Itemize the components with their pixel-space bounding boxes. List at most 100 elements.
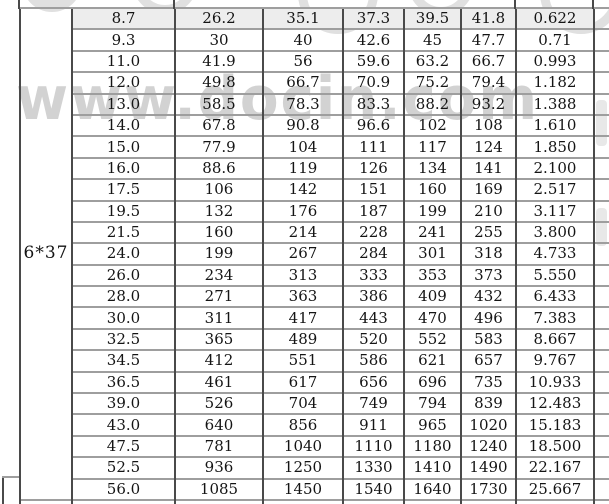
table-row: 15.0 77.9 104 111 117 124 1.850 (20, 135, 609, 158)
table-cell: 49.8 (174, 71, 263, 94)
table-cell: 12.483 (515, 392, 594, 415)
table-cell: 621 (403, 349, 461, 372)
table-cell: 111 (342, 135, 404, 158)
table-cell: 301 (403, 242, 461, 265)
cut-off-column-cell (593, 392, 609, 415)
table-cell: 96.6 (342, 113, 404, 137)
table-cell: 412 (174, 349, 263, 372)
table-cell: 52.5 (71, 456, 175, 479)
table-cell: 30 (174, 28, 263, 51)
table-cell: 25.667 (515, 477, 594, 500)
table-cell: 160 (403, 178, 461, 201)
table-cell: 117 (403, 135, 461, 158)
table-cell: 13.0 (71, 92, 175, 115)
table-cell: 5.550 (515, 263, 594, 287)
table-cell: 1110 (342, 434, 404, 458)
table-cell: 67.8 (174, 113, 263, 137)
table-cell: 160 (174, 220, 263, 244)
table-cell: 583 (460, 327, 516, 351)
outer-column-divider-stub (2, 476, 19, 478)
table-cell (403, 498, 461, 504)
table-cell: 657 (460, 349, 516, 372)
cut-off-column-cell (593, 349, 609, 372)
table-cell: 318 (460, 242, 516, 265)
cut-off-column-cell (593, 71, 609, 94)
table-row: 56.0 1085 1450 1540 1640 1730 25.667 (20, 477, 609, 500)
table-row: 14.0 67.8 90.8 96.6 102 108 1.610 (20, 113, 609, 137)
table-row: 12.0 49.8 66.7 70.9 75.2 79.4 1.182 (20, 71, 609, 94)
table-cell: 856 (262, 413, 343, 436)
table-border-stub (514, 0, 516, 9)
table-cell: 142 (262, 178, 343, 201)
table-cell: 1410 (403, 456, 461, 479)
table-row: 36.5 461 617 656 696 735 10.933 (20, 370, 609, 394)
table-cell: 1020 (460, 413, 516, 436)
table-cell: 1.182 (515, 71, 594, 94)
table-body: 6*37 8.7 26.2 35.1 37.3 39.5 41.8 0.622 9.3 30 40 4… (19, 6, 609, 504)
table-row: 16.0 88.6 119 126 134 141 2.100 (20, 156, 609, 180)
cut-off-column-cell (593, 135, 609, 158)
table-cell: 45 (403, 28, 461, 51)
table-cell: 83.3 (342, 92, 404, 115)
table-cell: 56 (262, 49, 343, 73)
table-cell: 43.0 (71, 413, 175, 436)
cut-off-column-cell (593, 413, 609, 436)
table-cell: 169 (460, 178, 516, 201)
table-cell: 106 (174, 178, 263, 201)
table-cell: 39.0 (71, 392, 175, 415)
table-cell: 409 (403, 285, 461, 308)
table-cell: 9.767 (515, 349, 594, 372)
table-cell (71, 498, 175, 504)
table-cell: 489 (262, 327, 343, 351)
table-cell: 794 (403, 392, 461, 415)
table-border-stub (18, 0, 20, 9)
table-cell: 102 (403, 113, 461, 137)
cut-off-column-cell (593, 178, 609, 201)
table-cell: 41.8 (460, 6, 516, 30)
table-cell: 255 (460, 220, 516, 244)
table-cell: 228 (342, 220, 404, 244)
table-cell: 10.933 (515, 370, 594, 394)
table-cell: 34.5 (71, 349, 175, 372)
table-cell: 199 (403, 199, 461, 222)
table-cell: 42.6 (342, 28, 404, 51)
table-cell: 2.100 (515, 156, 594, 180)
cut-off-column-cell (593, 370, 609, 394)
table-cell: 14.0 (71, 113, 175, 137)
table-cell: 11.0 (71, 49, 175, 73)
table-row: 34.5 412 551 586 621 657 9.767 (20, 349, 609, 372)
table-cell (262, 498, 343, 504)
group-label-cell: 6*37 (19, 7, 72, 500)
cut-off-column-cell (593, 113, 609, 137)
table-cell: 30.0 (71, 306, 175, 329)
table-cell: 552 (403, 327, 461, 351)
table-cell: 1.388 (515, 92, 594, 115)
table-cell: 241 (403, 220, 461, 244)
table-cell: 704 (262, 392, 343, 415)
cut-off-column-cell (593, 242, 609, 265)
cut-off-column-cell (593, 285, 609, 308)
cut-off-column-cell (593, 263, 609, 287)
table-cell: 41.9 (174, 49, 263, 73)
table-cell: 526 (174, 392, 263, 415)
table-cell: 551 (262, 349, 343, 372)
outer-column-border-stub (2, 477, 4, 504)
table-cell: 47.7 (460, 28, 516, 51)
table-cell: 26.0 (71, 263, 175, 287)
cut-off-column-cell (593, 306, 609, 329)
table-cell: 108 (460, 113, 516, 137)
cut-off-column-cell (593, 156, 609, 180)
table-cell: 0.993 (515, 49, 594, 73)
table-cell: 365 (174, 327, 263, 351)
table-cell: 1450 (262, 477, 343, 500)
table-cell: 35.1 (262, 6, 343, 30)
table-cell: 432 (460, 285, 516, 308)
table-cell: 1330 (342, 456, 404, 479)
table-cell: 6.433 (515, 285, 594, 308)
table-cell: 18.500 (515, 434, 594, 458)
table-cell: 119 (262, 156, 343, 180)
table-cell: 353 (403, 263, 461, 287)
cut-off-column-cell (593, 6, 609, 30)
table-cell: 47.5 (71, 434, 175, 458)
